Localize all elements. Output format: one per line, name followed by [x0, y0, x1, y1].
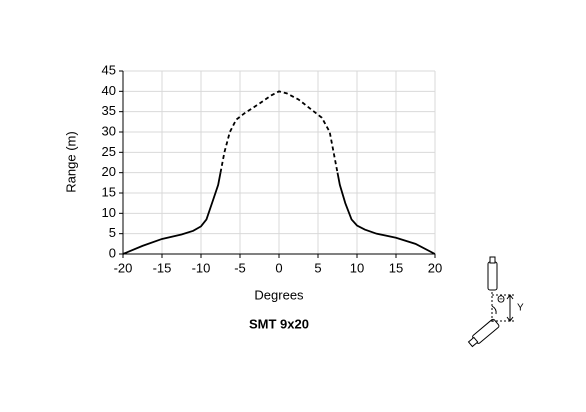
- x-tick-label: 15: [389, 260, 403, 275]
- y-tick-label: 35: [102, 103, 116, 118]
- x-tick-label: 5: [314, 260, 321, 275]
- range-line: [219, 90, 339, 173]
- x-tick-label: 10: [350, 260, 364, 275]
- x-axis-label: Degrees: [254, 287, 304, 302]
- x-tick-label: -15: [153, 260, 172, 275]
- x-tick-label: 20: [428, 260, 442, 275]
- distance-label: Y: [517, 303, 524, 314]
- y-tick-label: 10: [102, 205, 116, 220]
- x-tick-label: 0: [275, 260, 282, 275]
- y-tick-label: 25: [102, 144, 116, 159]
- y-tick-label: 15: [102, 184, 116, 199]
- range-line: [122, 172, 222, 255]
- y-tick-label: 45: [102, 62, 116, 77]
- y-tick-label: 20: [102, 164, 116, 179]
- y-tick-label: 40: [102, 83, 116, 98]
- sensor-diagram: [467, 256, 516, 348]
- y-tick-label: 0: [109, 245, 116, 260]
- y-axis-label: Range (m): [63, 131, 78, 192]
- angle-label: Θ: [497, 295, 505, 306]
- y-tick-label: 30: [102, 123, 116, 138]
- x-tick-label: -5: [234, 260, 246, 275]
- range-line: [336, 172, 436, 255]
- chart-title: SMT 9x20: [249, 316, 309, 331]
- x-tick-label: -10: [192, 260, 211, 275]
- y-tick-label: 5: [109, 225, 116, 240]
- x-tick-label: -20: [114, 260, 133, 275]
